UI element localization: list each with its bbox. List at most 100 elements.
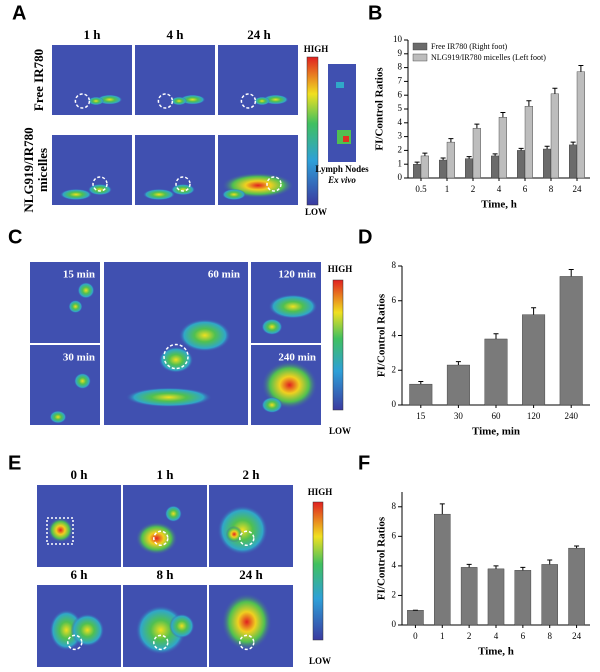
bar <box>465 158 474 179</box>
y-tick-label: 2 <box>392 364 397 374</box>
y-tick-label: 4 <box>392 560 397 570</box>
y-tick-label: 6 <box>392 530 397 540</box>
row-label: NLG919/IR780 <box>21 127 36 212</box>
panel-label: B <box>368 2 382 24</box>
x-tick-label: 15 <box>416 411 426 421</box>
time-label: 1 h <box>157 467 175 482</box>
signal <box>261 361 318 409</box>
error-bar <box>466 156 472 159</box>
bar <box>446 141 456 179</box>
error-bar <box>493 565 499 569</box>
signal <box>158 346 194 373</box>
error-bar <box>414 161 420 165</box>
scale-high: HIGH <box>304 44 329 54</box>
y-tick-label: 1 <box>398 158 403 168</box>
scale-low: LOW <box>305 207 327 217</box>
signal <box>77 282 95 299</box>
x-axis-label: Time, h <box>481 199 517 211</box>
error-bar <box>547 559 553 565</box>
error-bar <box>574 545 580 549</box>
error-bar <box>568 268 574 277</box>
x-tick-label: 4 <box>497 184 502 194</box>
node-marker <box>239 634 255 651</box>
y-tick-label: 9 <box>398 48 403 58</box>
y-tick-label: 7 <box>398 75 403 85</box>
bar <box>524 106 534 179</box>
x-tick-label: 2 <box>467 631 472 641</box>
y-tick-label: 3 <box>398 131 403 141</box>
node-marker <box>92 176 108 192</box>
signal <box>125 387 212 408</box>
x-tick-label: 30 <box>454 411 464 421</box>
lymph-node <box>343 136 349 142</box>
error-bar <box>455 361 461 366</box>
time-label: 8 h <box>157 567 175 582</box>
error-bar <box>492 153 498 156</box>
time-label: 6 h <box>71 567 89 582</box>
signal <box>268 294 318 319</box>
x-tick-label: 0.5 <box>415 184 427 194</box>
legend-label: Free IR780 (Right foot) <box>431 42 508 51</box>
signal <box>60 188 92 201</box>
node-marker <box>74 93 91 109</box>
node-marker <box>163 343 189 370</box>
y-tick-label: 8 <box>398 62 403 72</box>
signal <box>261 318 283 335</box>
x-tick-label: 6 <box>523 184 528 194</box>
bar <box>409 383 433 406</box>
signal <box>74 373 91 389</box>
x-tick-label: 24 <box>572 631 582 641</box>
error-bar <box>422 152 428 156</box>
node-marker <box>67 634 83 651</box>
error-bar <box>544 145 550 150</box>
signal <box>169 613 195 639</box>
bar <box>514 570 532 626</box>
error-bar <box>418 381 424 385</box>
signal <box>49 410 67 424</box>
bar <box>460 567 478 626</box>
scale-low: LOW <box>309 656 331 666</box>
node-marker <box>266 176 282 192</box>
y-tick-label: 0 <box>398 172 403 182</box>
scale-low: LOW <box>329 426 351 436</box>
time-label: 2 h <box>243 467 261 482</box>
time-label: 15 min <box>63 269 95 281</box>
signal <box>171 184 195 196</box>
time-label: 24 h <box>239 567 263 582</box>
images <box>30 45 321 667</box>
panel-label: C <box>8 226 22 248</box>
bar <box>498 117 508 179</box>
x-tick-label: 1 <box>445 184 450 194</box>
y-tick-label: 6 <box>398 89 403 99</box>
y-axis-label: FI/Control Ratios <box>376 516 388 600</box>
error-bar <box>520 566 526 571</box>
x-tick-label: 2 <box>471 184 476 194</box>
y-tick-label: 8 <box>392 501 397 511</box>
y-tick-label: 2 <box>398 144 403 154</box>
signal <box>217 505 268 555</box>
signal <box>165 505 182 522</box>
legend-label: NLG919/IR780 micelles (Left foot) <box>431 53 546 62</box>
signal <box>225 526 243 543</box>
error-bar <box>448 138 454 143</box>
bar <box>543 148 552 179</box>
signal <box>135 521 178 555</box>
scale-high: HIGH <box>328 264 353 274</box>
node-marker <box>153 634 169 651</box>
x-tick-label: 8 <box>549 184 554 194</box>
y-tick-label: 0 <box>392 619 397 629</box>
x-tick-label: 240 <box>564 411 578 421</box>
error-bar <box>466 563 472 568</box>
error-bar <box>526 100 532 107</box>
bar <box>434 513 451 626</box>
inset-sublabel: Ex vivo <box>327 175 356 185</box>
signal <box>222 188 246 201</box>
signal <box>221 593 272 651</box>
lymph-node <box>336 82 344 88</box>
x-axis-label: Time, min <box>472 426 520 438</box>
signal <box>70 613 105 647</box>
error-bar <box>531 307 537 315</box>
color-scale <box>306 56 319 206</box>
bar <box>413 163 422 179</box>
